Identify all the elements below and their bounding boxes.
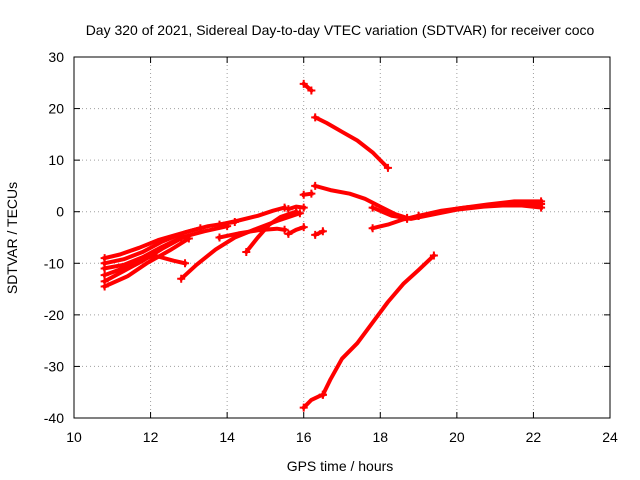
grid-layer bbox=[74, 57, 610, 418]
data-point-marker bbox=[177, 274, 186, 283]
series-line-s6 bbox=[101, 235, 192, 290]
y-tick-label: -30 bbox=[44, 358, 64, 374]
data-point-marker bbox=[292, 207, 301, 216]
data-point-marker bbox=[299, 203, 308, 212]
series-line-s22 bbox=[300, 392, 326, 411]
series-line-s2 bbox=[102, 219, 238, 266]
data-point-marker bbox=[414, 211, 423, 220]
x-tick-label: 12 bbox=[143, 429, 159, 445]
x-tick-label: 18 bbox=[372, 429, 388, 445]
y-tick-label: 0 bbox=[56, 204, 64, 220]
data-point-marker bbox=[299, 403, 308, 412]
data-point-marker bbox=[299, 79, 308, 88]
data-point-marker bbox=[215, 220, 224, 229]
data-point-marker bbox=[318, 390, 327, 399]
x-tick-label: 10 bbox=[66, 429, 82, 445]
y-tick-label: 10 bbox=[48, 152, 64, 168]
data-point-marker bbox=[100, 282, 109, 291]
x-tick-label: 22 bbox=[526, 429, 542, 445]
data-point-marker bbox=[537, 203, 546, 212]
tick-layer: 10 12 14 16 18 20 22 24 -40 -30 -20 -10 0 10 20 30 bbox=[44, 49, 618, 445]
data-point-marker bbox=[368, 203, 377, 212]
data-point-marker bbox=[368, 224, 377, 233]
series-line-s7 bbox=[178, 210, 303, 282]
y-tick-label: 20 bbox=[48, 101, 64, 117]
x-tick-label: 16 bbox=[296, 429, 312, 445]
data-point-marker bbox=[100, 264, 109, 273]
series-line-s8 bbox=[217, 226, 287, 240]
data-point-marker bbox=[311, 181, 320, 190]
y-axis-label: SDTVAR / TECUs bbox=[4, 182, 20, 294]
x-tick-label: 20 bbox=[449, 429, 465, 445]
data-point-marker bbox=[403, 214, 412, 223]
data-point-marker bbox=[299, 223, 308, 232]
series-line-s21 bbox=[416, 203, 544, 219]
series-line-s10 bbox=[217, 205, 288, 227]
series-line-s5 bbox=[101, 235, 184, 285]
series-line-s9 bbox=[243, 209, 299, 255]
x-tick-label: 14 bbox=[219, 429, 235, 445]
data-point-marker bbox=[280, 225, 289, 234]
series-line-s15 bbox=[300, 80, 315, 94]
chart-title: Day 320 of 2021, Sidereal Day-to-day VTE… bbox=[86, 22, 595, 38]
data-point-marker bbox=[299, 190, 308, 199]
plot-frame bbox=[73, 56, 611, 419]
data-point-marker bbox=[184, 234, 193, 243]
series-line-s23 bbox=[320, 252, 437, 398]
y-tick-label: 30 bbox=[48, 49, 64, 65]
data-point-marker bbox=[181, 259, 190, 268]
y-tick-label: -20 bbox=[44, 307, 64, 323]
data-point-marker bbox=[307, 189, 316, 198]
data-point-marker bbox=[307, 86, 316, 95]
series-line-s17 bbox=[312, 183, 410, 221]
data-point-marker bbox=[215, 233, 224, 242]
x-tick-label: 24 bbox=[602, 429, 618, 445]
data-point-marker bbox=[318, 227, 327, 236]
data-point-marker bbox=[284, 205, 293, 214]
y-tick-label: -40 bbox=[44, 410, 64, 426]
series-layer bbox=[100, 79, 546, 412]
series-line-s16 bbox=[312, 114, 391, 171]
data-point-marker bbox=[284, 229, 293, 238]
x-axis-label: GPS time / hours bbox=[287, 458, 394, 474]
data-point-marker bbox=[311, 113, 320, 122]
data-point-marker bbox=[311, 230, 320, 239]
y-tick-label: -10 bbox=[44, 255, 64, 271]
data-point-marker bbox=[383, 163, 392, 172]
data-point-marker bbox=[429, 251, 438, 260]
data-point-marker bbox=[242, 247, 251, 256]
